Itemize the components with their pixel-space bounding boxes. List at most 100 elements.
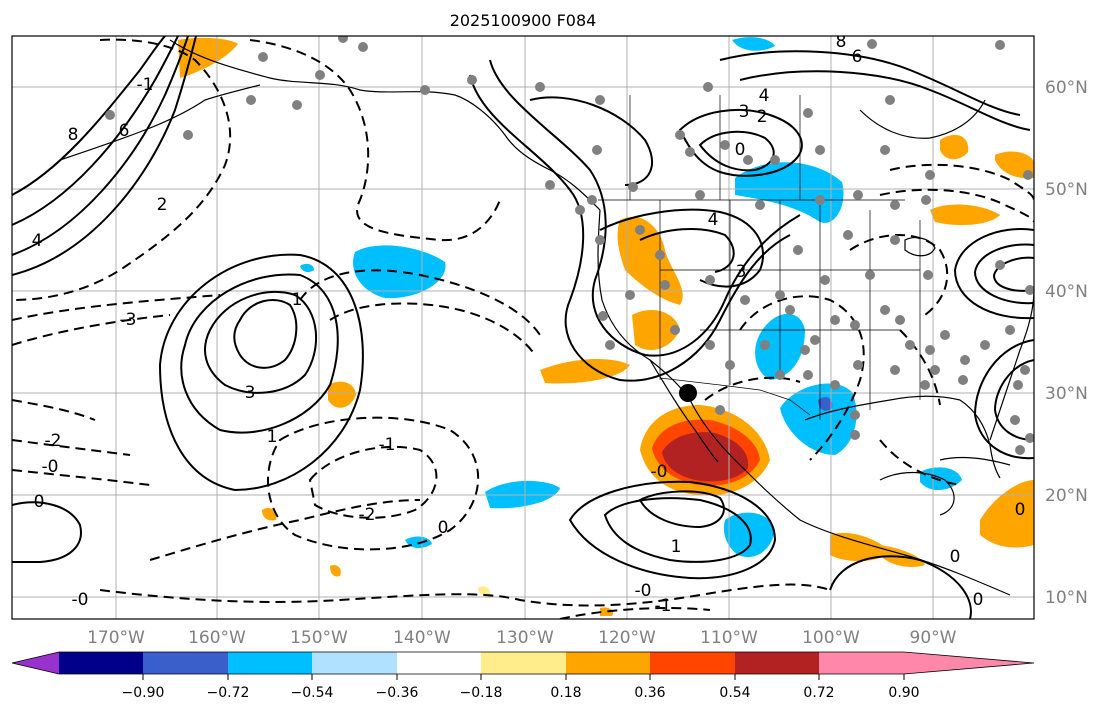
contour-label: 0 — [438, 518, 449, 538]
yucatan — [879, 471, 955, 516]
contour-label: 0 — [973, 590, 984, 610]
contour-label: -3 — [120, 310, 137, 330]
shade-positive — [600, 607, 614, 616]
lat-label: 60°N — [1045, 78, 1088, 98]
contour-label: 8 — [68, 125, 79, 145]
lat-label: 50°N — [1045, 180, 1088, 200]
colorbar-segment — [566, 652, 650, 674]
contour-label: 4 — [32, 231, 43, 251]
graticule — [12, 36, 1034, 619]
contour-label: -1 — [379, 435, 396, 455]
colorbar-extend-max — [904, 652, 1034, 674]
contour-label: 0 — [735, 140, 746, 160]
hudson-bay — [859, 99, 986, 139]
borders — [598, 95, 921, 420]
lon-label: 110°W — [700, 628, 758, 648]
shade-positive — [930, 204, 1000, 226]
contour-label: -0 — [72, 590, 89, 610]
shade-negative — [735, 162, 844, 223]
shade-positive-weak — [478, 586, 491, 597]
contour-label: 4 — [708, 210, 719, 230]
lon-label: 140°W — [393, 628, 451, 648]
colorbar-tick-label: 0.72 — [803, 685, 834, 701]
colorbar: −0.90 −0.72 −0.54 −0.36 −0.18 0.18 0.36 … — [11, 651, 1035, 701]
contour-label: 6 — [119, 121, 130, 141]
station-markers — [105, 36, 1034, 455]
contour-label: -2 — [45, 431, 62, 451]
contour-label: 0 — [34, 492, 45, 512]
latitude-labels: 60°N 50°N 40°N 30°N 20°N 10°N — [1045, 78, 1088, 608]
lat-label: 40°N — [1045, 282, 1088, 302]
contour-label: 1 — [267, 427, 278, 447]
colorbar-segment — [312, 652, 397, 674]
shade-positive — [540, 358, 630, 384]
colorbar-segment — [481, 652, 566, 674]
lon-label: 150°W — [290, 628, 348, 648]
colorbar-tick-label: −0.90 — [122, 685, 165, 701]
canada-provinces — [629, 95, 801, 200]
shade-positive — [262, 508, 277, 521]
contour-label: 8 — [836, 32, 847, 52]
colorbar-tick-labels: −0.90 −0.72 −0.54 −0.36 −0.18 0.18 0.36 … — [122, 685, 920, 701]
shade-positive — [328, 381, 356, 408]
colorbar-tick-label: 0.90 — [888, 685, 919, 701]
lon-label: 170°W — [87, 628, 145, 648]
lat-label: 30°N — [1045, 384, 1088, 404]
colorbar-tick-label: −0.72 — [207, 685, 250, 701]
colorbar-tick-label: 0.54 — [719, 685, 750, 701]
gulf-coast — [804, 395, 961, 421]
us-mexico-border — [659, 377, 811, 416]
target-location-marker — [679, 384, 697, 402]
shade-negative — [780, 383, 857, 455]
contour-label: 3 — [736, 262, 747, 282]
shade-positive — [830, 532, 890, 562]
alaska-coast — [169, 39, 601, 211]
contours-negative — [12, 38, 1034, 619]
contour-label: -0 — [635, 581, 652, 601]
lon-label: 160°W — [188, 628, 246, 648]
contour-label: 6 — [852, 47, 863, 67]
plot-title: 2025100900 F084 — [450, 11, 597, 30]
colorbar-segment — [228, 652, 312, 674]
contour-label: 0 — [1015, 500, 1026, 520]
contour-label: -0 — [651, 462, 668, 482]
contours-positive — [12, 36, 1034, 619]
shade-positive — [632, 310, 680, 350]
colorbar-segment — [143, 652, 228, 674]
map-background — [12, 36, 1034, 619]
lon-label: 120°W — [598, 628, 656, 648]
contour-label: -0 — [42, 457, 59, 477]
contour-label: 0 — [950, 547, 961, 567]
lat-label: 20°N — [1045, 486, 1088, 506]
colorbar-tick-label: −0.36 — [376, 685, 419, 701]
contour-label: -1 — [137, 75, 154, 95]
contour-label: 1 — [292, 290, 303, 310]
lon-label: 90°W — [910, 628, 957, 648]
colorbar-segment — [397, 652, 481, 674]
colorbar-tick-label: −0.18 — [460, 685, 503, 701]
lon-label: 100°W — [802, 628, 860, 648]
colorbar-segment — [819, 652, 904, 674]
shade-negative — [732, 37, 775, 51]
contour-label: 1 — [671, 537, 682, 557]
colorbar-tick-label: 0.36 — [634, 685, 665, 701]
colorbar-segment — [650, 652, 735, 674]
east-coast — [989, 289, 1034, 441]
colorbar-segment — [735, 652, 819, 674]
contour-labels: 8 6 4 2 1 0 -2 -0 -3 3 1 -1 -2 0 -0 4 3 … — [32, 32, 1026, 616]
contour-label: 2 — [157, 195, 168, 215]
coastlines — [59, 39, 1034, 596]
colorbar-extend-min — [12, 652, 59, 674]
colorbar-segment — [59, 652, 143, 674]
cuba — [939, 456, 1011, 466]
contour-label: 4 — [759, 86, 770, 106]
map-frame — [11, 35, 1035, 620]
baja-peninsula — [649, 359, 719, 463]
shaded-anomalies — [178, 37, 1034, 616]
colorbar-tick-label: 0.18 — [550, 685, 581, 701]
contour-label: -1 — [655, 596, 672, 616]
longitude-labels: 170°W 160°W 150°W 140°W 130°W 120°W 110°… — [87, 628, 957, 648]
shade-negative — [300, 263, 314, 273]
